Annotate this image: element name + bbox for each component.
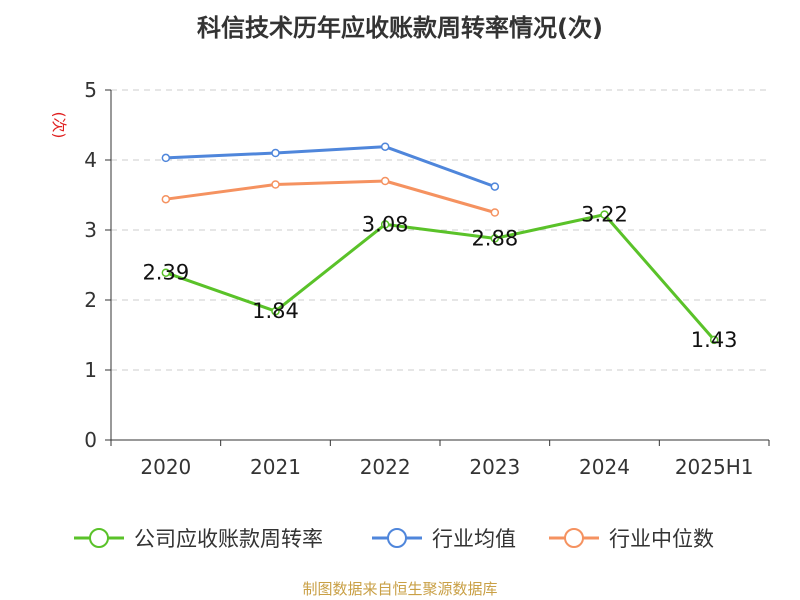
legend-marker-1 (387, 528, 407, 548)
data-point (380, 176, 390, 186)
legend-marker-0 (89, 528, 109, 548)
y-tick-label: 4 (84, 148, 97, 172)
x-tick-labels: 2020 2021 2022 2023 2024 2025H1 (140, 455, 753, 479)
y-tick-labels: 0 1 2 3 4 5 (84, 78, 97, 452)
data-label: 1.43 (691, 328, 738, 352)
y-axis-label: (次) (50, 112, 68, 139)
source-note: 制图数据来自恒生聚源数据库 (302, 580, 498, 598)
data-label: 1.84 (252, 299, 299, 323)
legend-marker-2 (564, 528, 584, 548)
y-tick-label: 3 (84, 218, 97, 242)
legend-label-0: 公司应收账款周转率 (134, 527, 323, 551)
series-line-1 (165, 145, 496, 189)
y-tick-label: 1 (84, 358, 97, 382)
legend: 公司应收账款周转率 行业均值 行业中位数 (74, 527, 714, 551)
y-tick-label: 0 (84, 428, 97, 452)
data-point (271, 148, 280, 158)
x-tick-label: 2025H1 (675, 455, 754, 479)
data-label: 2.39 (142, 261, 189, 285)
data-point (161, 268, 171, 277)
series-lines (161, 142, 719, 345)
data-point (490, 234, 500, 243)
y-tick-label: 5 (84, 78, 97, 102)
y-tick-label: 2 (84, 288, 97, 312)
data-label: 3.08 (362, 212, 409, 236)
data-point (271, 180, 280, 189)
x-tick-label: 2021 (250, 455, 301, 479)
data-point (380, 142, 390, 151)
data-label: 3.22 (581, 203, 628, 227)
series-line-0 (165, 213, 716, 341)
data-point (490, 182, 500, 191)
legend-label-2: 行业中位数 (609, 527, 714, 551)
axes (105, 89, 770, 446)
data-point (380, 220, 390, 229)
data-point (709, 335, 719, 345)
data-labels: 2.39 1.84 3.08 2.88 3.22 1.43 (142, 203, 737, 352)
x-tick-label: 2022 (360, 455, 411, 479)
x-tick-label: 2020 (140, 455, 191, 479)
x-tick-label: 2023 (469, 455, 520, 479)
data-label: 2.88 (471, 226, 518, 250)
x-tick-label: 2024 (579, 455, 630, 479)
data-point (600, 210, 609, 219)
series-line-2 (165, 179, 496, 214)
data-point (161, 153, 171, 163)
data-point (490, 208, 500, 217)
data-point (271, 306, 280, 316)
data-point (161, 194, 171, 204)
legend-label-1: 行业均值 (432, 527, 516, 551)
chart-title: 科信技术历年应收账款周转率情况(次) (197, 14, 603, 42)
